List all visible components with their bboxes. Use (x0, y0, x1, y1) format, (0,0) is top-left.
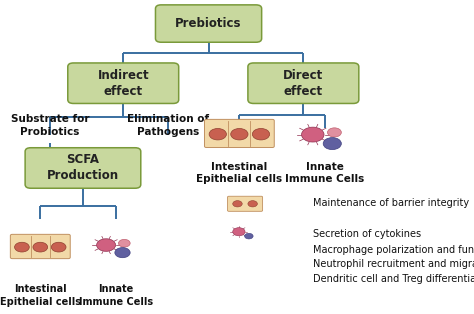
Circle shape (245, 233, 253, 239)
Circle shape (97, 239, 116, 251)
Circle shape (115, 247, 130, 258)
Circle shape (323, 138, 341, 149)
Text: Macrophage polarization and function: Macrophage polarization and function (313, 245, 474, 255)
Circle shape (233, 228, 245, 236)
Text: Direct
effect: Direct effect (283, 69, 323, 98)
FancyBboxPatch shape (10, 234, 70, 259)
Text: Innate
Immune Cells: Innate Immune Cells (79, 284, 153, 306)
Text: Maintenance of barrier integrity: Maintenance of barrier integrity (313, 198, 469, 208)
FancyBboxPatch shape (228, 196, 263, 211)
Text: Prebiotics: Prebiotics (175, 17, 242, 30)
Text: Substrate for
Probiotics: Substrate for Probiotics (10, 114, 89, 137)
FancyBboxPatch shape (155, 5, 262, 42)
Text: Intestinal
Epithelial cells: Intestinal Epithelial cells (196, 162, 283, 184)
Circle shape (252, 128, 270, 140)
Text: SCFA
Production: SCFA Production (47, 154, 119, 182)
Circle shape (118, 239, 130, 247)
Circle shape (328, 128, 341, 137)
Circle shape (209, 128, 227, 140)
Circle shape (231, 128, 248, 140)
FancyBboxPatch shape (25, 148, 141, 188)
Circle shape (33, 242, 48, 252)
Circle shape (15, 242, 29, 252)
FancyBboxPatch shape (68, 63, 179, 103)
FancyBboxPatch shape (204, 119, 274, 148)
Circle shape (301, 127, 324, 142)
Text: Innate
Immune Cells: Innate Immune Cells (285, 162, 365, 184)
Circle shape (233, 201, 242, 207)
FancyBboxPatch shape (248, 63, 359, 103)
Text: Indirect
effect: Indirect effect (98, 69, 149, 98)
Text: Neutrophil recruitment and migration: Neutrophil recruitment and migration (313, 259, 474, 269)
Text: Dendritic cell and Treg differentiation: Dendritic cell and Treg differentiation (313, 274, 474, 284)
Text: Elimination of
Pathogens: Elimination of Pathogens (127, 114, 210, 137)
Text: Secretion of cytokines: Secretion of cytokines (313, 229, 421, 239)
Circle shape (51, 242, 66, 252)
Circle shape (248, 201, 257, 207)
Text: Intestinal
Epithelial cells: Intestinal Epithelial cells (0, 284, 81, 306)
